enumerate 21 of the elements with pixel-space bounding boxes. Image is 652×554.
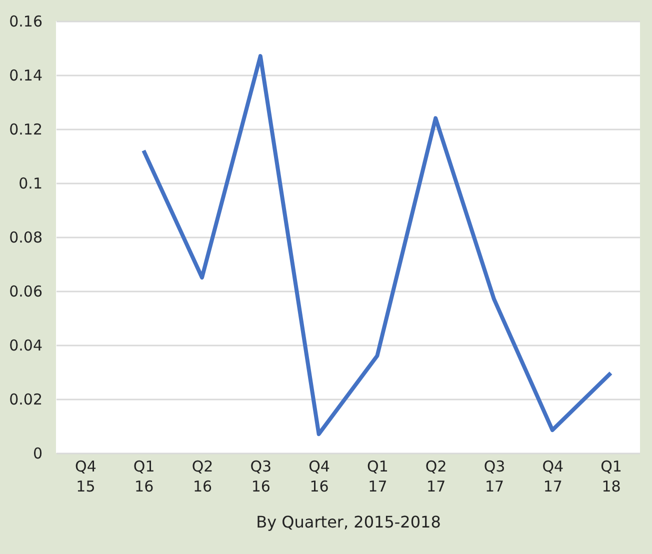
line-series [142, 54, 613, 436]
y-tick-label: 0.1 [18, 174, 42, 192]
x-tick-label: Q2 17 [425, 458, 447, 496]
x-tick-label: Q1 17 [367, 458, 388, 496]
x-tick-label: Q3 17 [484, 458, 506, 496]
x-tick-label: Q4 15 [75, 458, 96, 496]
y-tick-label: 0 [32, 444, 42, 462]
y-tick-label: 0.04 [9, 336, 42, 354]
x-tick-label: Q2 16 [192, 458, 214, 496]
y-tick-label: 0.06 [9, 282, 42, 300]
y-tick-label: 0.16 [9, 12, 42, 30]
x-tick-label: Q4 17 [542, 458, 564, 496]
x-tick-label: Q3 16 [250, 458, 272, 496]
y-tick-label: 0.08 [9, 228, 42, 246]
y-tick-label: 0.12 [9, 120, 42, 138]
y-tick-label: 0.14 [9, 66, 42, 84]
y-tick-label: 0.02 [9, 390, 42, 408]
x-tick-label: Q1 16 [133, 458, 155, 496]
x-tick-label: Q4 16 [308, 458, 330, 496]
x-tick-label: Q1 18 [600, 458, 622, 496]
x-axis-title: By Quarter, 2015-2018 [256, 512, 441, 532]
